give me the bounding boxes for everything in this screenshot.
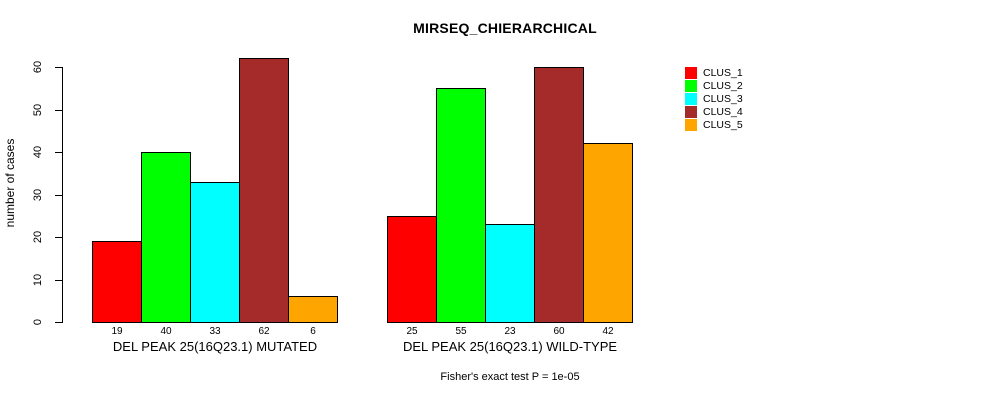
legend-label: CLUS_3 [703,92,743,105]
bar-value-label: 23 [504,326,516,337]
y-axis-tick-label: 0 [32,318,44,326]
category-label: DEL PEAK 25(16Q23.1) MUTATED [112,339,318,354]
y-axis-line [62,67,63,323]
bar-CLUS_1 [387,216,437,323]
legend-label: CLUS_5 [703,118,743,131]
bar-value-label: 25 [406,326,418,337]
legend-row: CLUS_4 [685,105,743,118]
bar-value-label: 19 [111,326,123,337]
y-axis-tick-label: 60 [32,60,44,74]
legend-label: CLUS_1 [703,66,743,79]
legend-swatch-icon [685,92,697,105]
category-label: DEL PEAK 25(16Q23.1) WILD-TYPE [402,339,618,354]
legend-row: CLUS_1 [685,66,743,79]
legend-row: CLUS_3 [685,92,743,105]
bar-CLUS_5 [583,143,633,323]
y-axis-tick-label: 20 [32,230,44,244]
legend-label: CLUS_2 [703,79,743,92]
bar-value-label: 62 [258,326,270,337]
bar-CLUS_3 [485,224,535,323]
y-axis-tick [55,67,62,68]
y-axis-tick [55,322,62,323]
bar-CLUS_1 [92,241,142,323]
y-axis-title: number of cases [3,138,17,228]
bar-value-label: 33 [209,326,221,337]
bar-value-label: 42 [602,326,614,337]
y-axis-tick [55,237,62,238]
legend: CLUS_1 CLUS_2 CLUS_3 CLUS_4 CLUS_5 [685,66,743,131]
bar-CLUS_5 [288,296,338,323]
y-axis-tick-label: 30 [32,188,44,202]
y-axis-tick-label: 50 [32,103,44,117]
legend-swatch-icon [685,66,697,79]
bar-value-label: 55 [455,326,467,337]
bar-value-label: 6 [310,326,316,337]
legend-label: CLUS_4 [703,105,743,118]
legend-swatch-icon [685,118,697,131]
legend-row: CLUS_2 [685,79,743,92]
chart-title: MIRSEQ_CHIERARCHICAL [413,20,597,36]
bar-value-label: 40 [160,326,172,337]
bar-CLUS_3 [190,182,240,323]
bar-CLUS_4 [239,58,289,323]
legend-swatch-icon [685,105,697,118]
y-axis-tick [55,280,62,281]
y-axis-tick-label: 10 [32,273,44,287]
y-axis-tick [55,152,62,153]
bar-value-label: 60 [553,326,565,337]
y-axis-tick [55,110,62,111]
legend-row: CLUS_5 [685,118,743,131]
fisher-test-annotation: Fisher's exact test P = 1e-05 [440,371,580,383]
y-axis-tick-label: 40 [32,145,44,159]
bar-CLUS_2 [141,152,191,323]
bar-CLUS_2 [436,88,486,323]
bar-CLUS_4 [534,67,584,323]
legend-swatch-icon [685,79,697,92]
y-axis-tick [55,195,62,196]
